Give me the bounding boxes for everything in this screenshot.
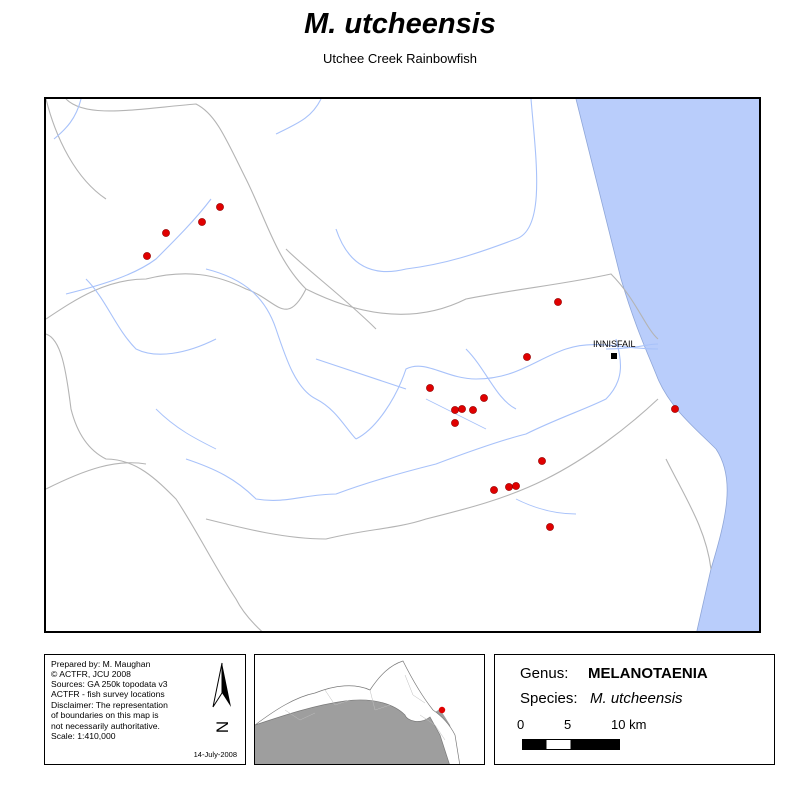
survey-point [162,229,170,237]
credit-line: Prepared by: M. Maughan [51,659,151,669]
catchment-boundaries [46,99,712,631]
main-map: INNISFAIL [44,97,761,633]
survey-point [512,482,520,490]
survey-point [480,394,488,402]
inset-land-shaded [255,700,460,764]
survey-point [451,419,459,427]
genus-label: Genus: [520,665,569,682]
survey-point [671,405,679,413]
map-canvas [46,99,759,631]
credit-line: © ACTFR, JCU 2008 [51,669,131,679]
town-marker [611,353,617,359]
survey-point [523,353,531,361]
map-title: M. utcheensis [304,8,496,40]
inset-location-point [438,706,446,714]
survey-point [505,483,513,491]
survey-point [426,384,434,392]
credit-line: Sources: GA 250k topodata v3 [51,679,168,689]
north-letter: N [213,721,232,733]
rivers [53,99,659,501]
credits-box: Prepared by: M. Maughan © ACTFR, JCU 200… [44,654,246,765]
locator-inset-map [254,654,485,765]
scale-bar [522,739,620,750]
survey-point [490,486,498,494]
scale-label-5: 5 [564,717,572,732]
survey-point [216,203,224,211]
credit-line: ACTFR - fish survey locations [51,689,165,699]
species-info-box: Genus: MELANOTAENIA Species: M. utcheens… [494,654,775,765]
survey-point [538,457,546,465]
survey-point [451,406,459,414]
survey-point [458,405,466,413]
town-label-innisfail: INNISFAIL [593,339,636,349]
genus-value: MELANOTAENIA [588,665,708,682]
credit-line: Scale: 1:410,000 [51,731,116,741]
survey-point [469,406,477,414]
scale-label-10: 10 km [611,717,647,732]
north-arrow-icon: N [212,662,232,733]
map-date: 14-July-2008 [193,750,237,759]
survey-point [143,252,151,260]
ocean [576,99,759,631]
species-label: Species: [520,690,578,707]
survey-points [143,203,679,531]
species-value: M. utcheensis [590,690,683,707]
inset-canvas [255,660,461,764]
survey-point [198,218,206,226]
map-subtitle: Utchee Creek Rainbowfish [323,51,477,66]
inset-land-regions [255,660,461,764]
credit-line: not necessarily authoritative. [51,721,160,731]
credit-line: Disclaimer: The representation [51,700,168,710]
coastline [575,99,728,631]
survey-point [554,298,562,306]
scale-label-0: 0 [517,717,525,732]
credit-line: of boundaries on this map is [51,710,159,720]
survey-point [546,523,554,531]
